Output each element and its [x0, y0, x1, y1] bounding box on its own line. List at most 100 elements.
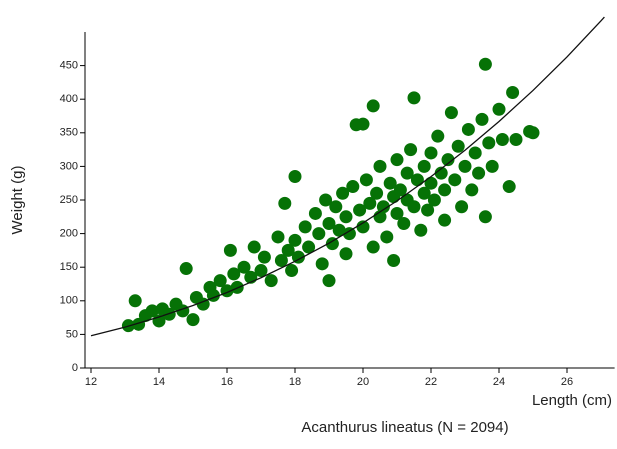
point: [145, 304, 159, 318]
x-axis-label: Length (cm): [532, 392, 612, 409]
y-tick-label: 100: [60, 295, 78, 307]
point: [441, 153, 455, 167]
x-tick-label: 18: [289, 376, 301, 388]
point: [475, 112, 489, 126]
point: [478, 57, 492, 71]
point: [302, 240, 316, 254]
point: [363, 196, 377, 210]
point: [291, 250, 305, 264]
point: [227, 267, 241, 281]
point: [414, 223, 428, 237]
point: [271, 230, 285, 244]
point: [448, 173, 462, 187]
point: [186, 313, 200, 327]
point: [353, 203, 367, 217]
point: [387, 253, 401, 267]
point: [383, 176, 397, 190]
point: [390, 206, 404, 220]
y-tick-label: 250: [60, 194, 78, 206]
y-tick-label: 50: [66, 328, 78, 340]
point: [264, 274, 278, 288]
point: [332, 223, 346, 237]
point: [478, 210, 492, 224]
point: [342, 227, 356, 241]
point: [492, 102, 506, 116]
point: [223, 243, 237, 257]
point: [506, 85, 520, 99]
point: [312, 227, 326, 241]
point: [319, 193, 333, 207]
point: [254, 264, 268, 278]
point: [444, 106, 458, 120]
y-tick-label: 400: [60, 93, 78, 105]
point: [427, 193, 441, 207]
x-tick-label: 22: [425, 376, 437, 388]
point: [438, 183, 452, 197]
point: [322, 274, 336, 288]
point: [370, 186, 384, 200]
point: [458, 159, 472, 173]
point: [438, 213, 452, 227]
point: [339, 247, 353, 261]
point: [339, 210, 353, 224]
point: [431, 129, 445, 143]
point: [455, 200, 469, 214]
x-tick-label: 24: [493, 376, 505, 388]
point: [285, 264, 299, 278]
point: [346, 180, 360, 194]
fit-curve: [90, 16, 605, 337]
point: [421, 203, 435, 217]
point: [482, 136, 496, 150]
y-tick-label: 0: [72, 362, 78, 374]
y-axis-label: Weight (g): [9, 166, 26, 235]
y-tick-label: 200: [60, 228, 78, 240]
x-tick-label: 12: [85, 376, 97, 388]
point: [373, 159, 387, 173]
point: [288, 169, 302, 183]
point: [417, 186, 431, 200]
point: [162, 307, 176, 321]
point: [179, 262, 193, 276]
x-tick-label: 20: [357, 376, 369, 388]
point: [237, 260, 251, 274]
point: [485, 159, 499, 173]
point: [417, 159, 431, 173]
y-tick-label: 350: [60, 127, 78, 139]
point: [434, 166, 448, 180]
point: [393, 183, 407, 197]
x-tick-label: 14: [153, 376, 165, 388]
point: [336, 186, 350, 200]
point: [359, 173, 373, 187]
point: [424, 146, 438, 160]
point: [472, 166, 486, 180]
point: [526, 126, 540, 140]
x-tick-label: 26: [561, 376, 573, 388]
chart-title: Acanthurus lineatus (N = 2094): [301, 419, 508, 436]
point: [397, 217, 411, 231]
point: [315, 257, 329, 271]
point: [502, 180, 516, 194]
point: [288, 233, 302, 247]
point: [356, 117, 370, 131]
point: [410, 173, 424, 187]
point: [407, 200, 421, 214]
point: [461, 122, 475, 136]
point: [298, 220, 312, 234]
point: [404, 143, 418, 157]
point: [390, 153, 404, 167]
point: [308, 206, 322, 220]
point: [329, 200, 343, 214]
point: [132, 317, 146, 331]
point: [366, 240, 380, 254]
point: [376, 200, 390, 214]
point: [451, 139, 465, 153]
point: [128, 294, 142, 308]
point: [213, 274, 227, 288]
point: [322, 217, 336, 231]
point: [468, 146, 482, 160]
point: [495, 133, 509, 147]
point: [509, 133, 523, 147]
point: [278, 196, 292, 210]
point: [247, 240, 261, 254]
